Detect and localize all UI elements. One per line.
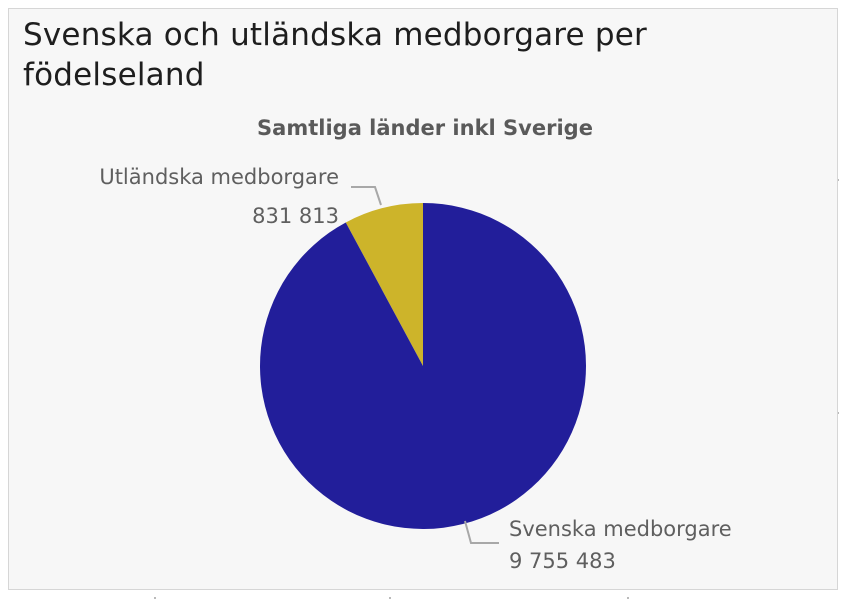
- pie-chart[interactable]: Samtliga länder inkl Sverige Utländska m…: [9, 9, 839, 591]
- pie-slices[interactable]: [260, 203, 586, 529]
- chart-subtitle: Samtliga länder inkl Sverige: [257, 116, 593, 140]
- slice-label-name: Utländska medborgare: [99, 165, 339, 189]
- slice-label-value: 831 813: [252, 204, 339, 228]
- pie-slice-svenska[interactable]: [260, 203, 586, 529]
- pie-labels: Utländska medborgare 831 813 Svenska medbo…: [99, 165, 731, 573]
- slice-label-name: Svenska medborgare: [509, 517, 732, 541]
- leader-line-0: [351, 186, 382, 206]
- slice-label-value: 9 755 483: [509, 549, 616, 573]
- leader-line-1: [464, 520, 499, 544]
- pie-slice-utlandska[interactable]: [345, 203, 423, 366]
- visual-title: Svenska och utländska medborgare per föd…: [23, 17, 647, 93]
- pie-chart-visual[interactable]: Svenska och utländska medborgare per föd…: [8, 8, 838, 590]
